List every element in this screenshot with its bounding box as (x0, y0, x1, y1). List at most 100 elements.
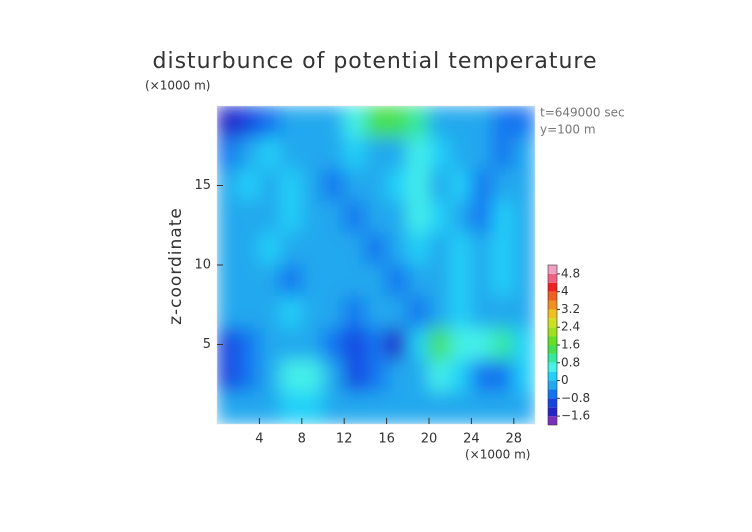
colorbar-bin (548, 318, 557, 328)
colorbar-bin (548, 265, 557, 274)
cell (470, 328, 494, 361)
cell (217, 106, 239, 139)
x-tick-label: 4 (255, 432, 263, 447)
annotation: t=649000 sec (540, 106, 625, 120)
cell (449, 264, 472, 298)
cell (449, 169, 472, 202)
cell (492, 169, 515, 202)
colorbar-label: 2.4 (561, 320, 580, 334)
cell (449, 359, 472, 393)
cell (343, 359, 366, 393)
colorbar-label: −0.8 (561, 391, 590, 405)
cell (513, 391, 535, 424)
x-tick-label: 24 (463, 432, 480, 447)
y-unit: (×1000 m) (145, 79, 210, 93)
x-tick-label: 16 (378, 432, 395, 447)
y-tick-label: 5 (203, 337, 211, 352)
cell (513, 264, 535, 298)
cell (280, 359, 303, 393)
cell (364, 328, 388, 361)
cell (407, 137, 430, 171)
cell (322, 169, 345, 202)
cell (237, 106, 260, 139)
colorbar-bin (548, 345, 557, 354)
cell (386, 328, 409, 361)
cell (386, 137, 409, 171)
cell (470, 391, 494, 424)
cell (449, 137, 472, 171)
cell (343, 106, 366, 139)
y-tick-label: 10 (194, 258, 211, 273)
cell (407, 200, 430, 234)
cell (280, 328, 303, 361)
x-tick-label: 12 (336, 432, 353, 447)
cell (407, 169, 430, 202)
cell (364, 106, 388, 139)
cell (322, 391, 345, 424)
cell (322, 264, 345, 298)
axes: 4 8 12 16 20 24 28 5 10 15 4.8 4 3.2 2.4 1.6 0.8 0 −0.8 −1… (194, 105, 590, 447)
cell (513, 169, 535, 202)
cell (407, 296, 430, 330)
cell (470, 264, 494, 298)
cell (322, 232, 345, 266)
cell (280, 200, 303, 234)
cell (449, 391, 472, 424)
cell (428, 169, 451, 202)
cell (470, 200, 494, 234)
cell (470, 296, 494, 330)
cell (237, 137, 260, 171)
cell (237, 232, 260, 266)
colorbar-bin (548, 398, 557, 408)
cell (280, 169, 303, 202)
cell (407, 359, 430, 393)
x-tick-label: 20 (421, 432, 438, 447)
cell (470, 169, 494, 202)
cell (470, 232, 494, 266)
cell (364, 137, 388, 171)
cell (470, 359, 494, 393)
cell (449, 200, 472, 234)
cell (217, 359, 239, 393)
cell (343, 137, 366, 171)
colorbar-bin (548, 273, 557, 283)
cell (428, 232, 451, 266)
x-tick-label: 8 (298, 432, 306, 447)
cell (492, 232, 515, 266)
cell (364, 391, 388, 424)
cell (364, 169, 388, 202)
cell (428, 391, 451, 424)
colorbar-label: 4.8 (561, 266, 580, 280)
cell (386, 169, 409, 202)
cell (280, 296, 303, 330)
cell (386, 200, 409, 234)
cell (386, 391, 409, 424)
cell (449, 232, 472, 266)
cell (280, 391, 303, 424)
x-unit: (×1000 m) (465, 448, 530, 462)
cell (343, 264, 366, 298)
cell (492, 296, 515, 330)
cell (343, 200, 366, 234)
cell (237, 391, 260, 424)
cell (407, 328, 430, 361)
cell (258, 296, 282, 330)
cell (407, 106, 430, 139)
cell (428, 137, 451, 171)
cell (301, 391, 324, 424)
cell (217, 232, 239, 266)
cell (301, 328, 324, 361)
cell (237, 264, 260, 298)
cell (322, 137, 345, 171)
cell (364, 359, 388, 393)
annotation: y=100 m (540, 123, 596, 137)
cell (428, 106, 451, 139)
cell (513, 359, 535, 393)
cell (237, 359, 260, 393)
cell (343, 391, 366, 424)
cell (217, 328, 239, 361)
cell (407, 391, 430, 424)
y-axis-label: z-coordinate (166, 207, 186, 325)
cell (258, 137, 282, 171)
cell (492, 200, 515, 234)
